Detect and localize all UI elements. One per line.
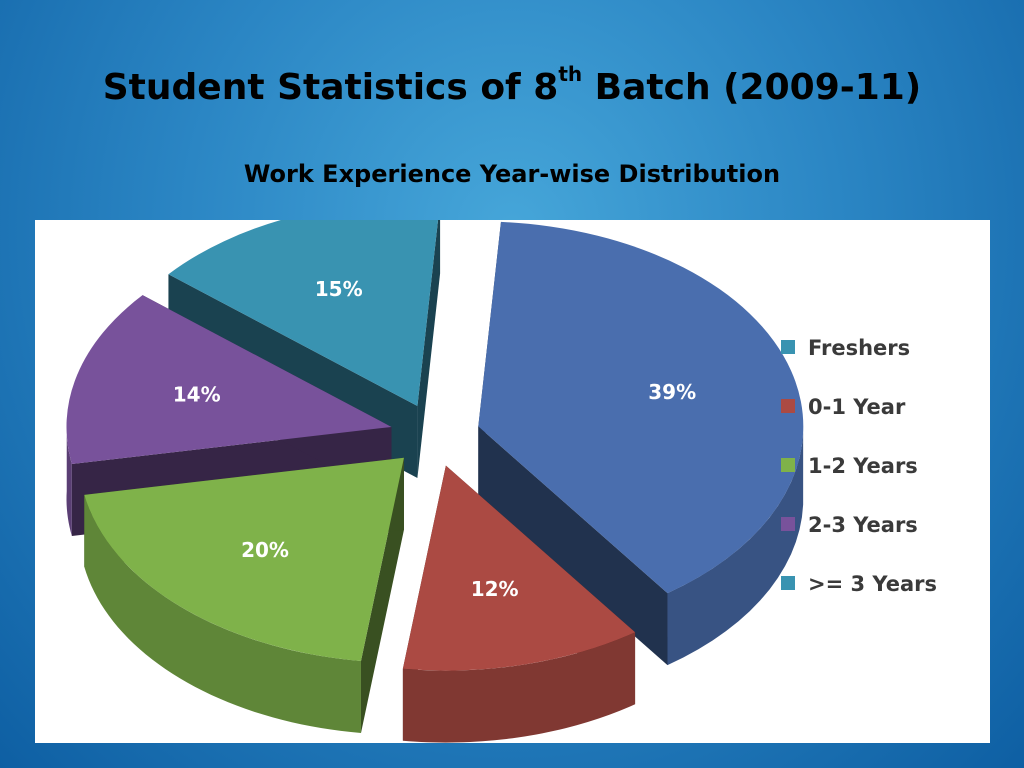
slice-label-0-1-year: 12% bbox=[471, 577, 519, 601]
pie-labels: 39% 12% 20% 14% 15% bbox=[173, 277, 696, 601]
legend-label-2-3-years: 2-3 Years bbox=[808, 513, 918, 537]
chart-title: Work Experience Year-wise Distribution bbox=[243, 160, 781, 188]
pie-slice-rim-2-3-years bbox=[66, 419, 72, 536]
slice-label-1-2-years: 20% bbox=[241, 538, 289, 562]
pie-slice-rim-0-1-year bbox=[402, 632, 636, 743]
slice-label-2-3-years: 14% bbox=[173, 382, 221, 406]
legend-swatch-2-3-years bbox=[781, 517, 795, 531]
pie-slice-side-freshers bbox=[478, 426, 668, 666]
legend-swatch-1-2-years bbox=[781, 458, 795, 472]
legend-label-1-2-years: 1-2 Years bbox=[808, 454, 918, 478]
pie-chart: 39% 12% 20% 14% 15% Freshers 0-1 Year 1-2 Year… bbox=[66, 220, 937, 743]
chart-panel: 39% 12% 20% 14% 15% Freshers 0-1 Year 1-2 Year… bbox=[35, 220, 990, 743]
pie-slice-rim-1-2-years bbox=[84, 494, 361, 734]
pie-slice-side-3-years bbox=[417, 220, 441, 479]
slide-title-rest: Batch (2009-11) bbox=[582, 67, 922, 108]
legend: Freshers 0-1 Year 1-2 Years 2-3 Years >= 3 Y… bbox=[781, 336, 937, 596]
legend-label-0-1-year: 0-1 Year bbox=[808, 395, 906, 419]
pie-slice-0-1-year bbox=[402, 465, 636, 671]
pie-slice-1-2-years bbox=[84, 457, 404, 662]
legend-swatch-0-1-year bbox=[781, 399, 795, 413]
slide-title-main: Student Statistics of 8 bbox=[102, 67, 559, 108]
legend-swatch-freshers bbox=[781, 340, 795, 354]
slice-label-freshers: 39% bbox=[648, 380, 696, 404]
pie-slice-rim-freshers bbox=[667, 420, 804, 666]
legend-label-3-years: >= 3 Years bbox=[808, 572, 937, 596]
legend-swatch-3-years bbox=[781, 576, 795, 590]
legend-label-freshers: Freshers bbox=[808, 336, 910, 360]
pie-slice-freshers bbox=[478, 221, 804, 594]
pie-tops bbox=[66, 220, 804, 671]
slide-title-superscript: th bbox=[558, 62, 583, 86]
slice-label-3-years: 15% bbox=[315, 277, 363, 301]
slide-title: Student Statistics of 8th Batch (2009-11… bbox=[0, 62, 1024, 108]
pie-slice-2-3-years bbox=[66, 295, 392, 464]
pie-slice-3-years bbox=[168, 220, 439, 407]
